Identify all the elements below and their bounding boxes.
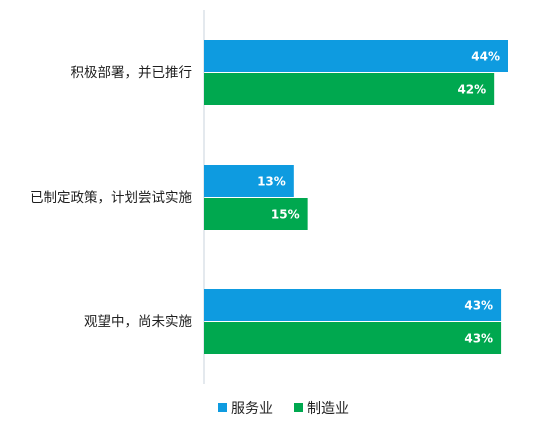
legend-swatch-0 — [218, 403, 227, 412]
value-label-1-2: 43% — [464, 332, 493, 346]
bar-1-2 — [204, 322, 502, 354]
value-label-0-1: 13% — [257, 175, 286, 189]
bar-1-0 — [204, 73, 495, 105]
legend-label-1: 制造业 — [307, 401, 349, 417]
value-labels: 44% 42% 13% 15% 43% 43% — [257, 50, 500, 346]
bar-0-2 — [204, 289, 502, 321]
bar-1-1 — [204, 198, 308, 230]
category-label-2: 观望中，尚未实施 — [84, 314, 192, 330]
category-label-1: 已制定政策，计划尝试实施 — [30, 189, 192, 206]
bars — [204, 40, 508, 354]
value-label-0-2: 43% — [464, 299, 493, 313]
value-label-1-1: 15% — [271, 208, 300, 222]
legend-swatch-1 — [294, 403, 303, 412]
value-label-1-0: 42% — [457, 83, 486, 97]
bar-0-1 — [204, 165, 294, 197]
value-label-0-0: 44% — [471, 50, 500, 64]
legend: 服务业 制造业 — [218, 401, 349, 417]
legend-label-0: 服务业 — [231, 401, 273, 417]
category-label-0: 积极部署，并已推行 — [71, 65, 193, 81]
bar-0-0 — [204, 40, 508, 72]
